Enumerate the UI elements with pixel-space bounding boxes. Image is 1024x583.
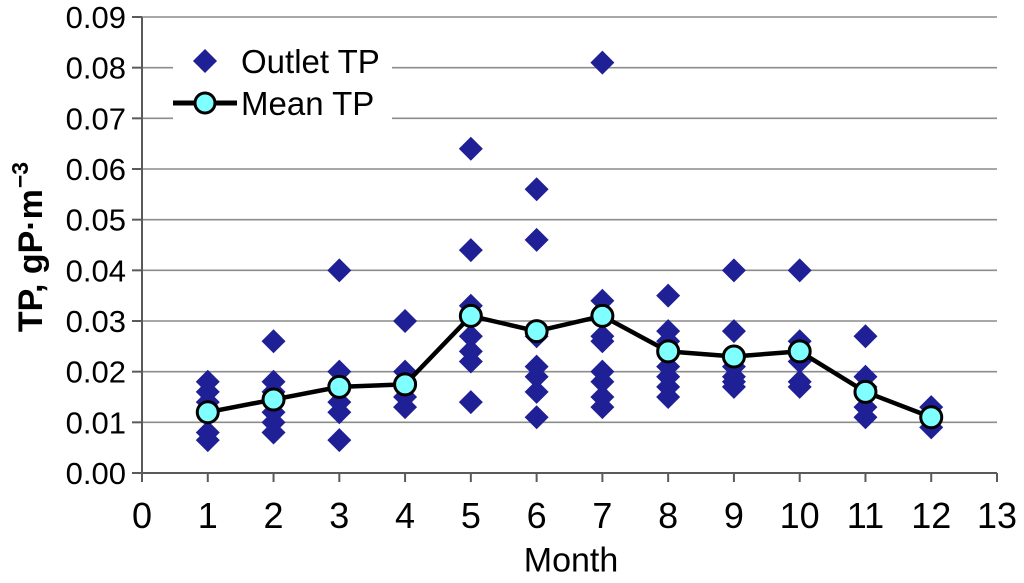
mean-tp-marker xyxy=(787,339,812,364)
outlet-tp-point xyxy=(590,329,615,354)
x-tick-label: 11 xyxy=(847,495,884,536)
mean-tp-marker xyxy=(458,303,483,328)
outlet-tp-point xyxy=(261,329,286,354)
outlet-tp-point xyxy=(261,420,286,445)
x-tick-label: 0 xyxy=(132,495,152,536)
outlet-tp-point xyxy=(721,374,746,399)
x-tick-label: 8 xyxy=(658,495,678,536)
outlet-tp-point xyxy=(524,379,549,404)
x-tick-label: 7 xyxy=(592,495,612,536)
outlet-tp-point xyxy=(656,385,681,409)
y-tick-label: 0.04 xyxy=(66,253,126,288)
outlet-tp-point xyxy=(787,374,812,399)
mean-tp-marker xyxy=(327,374,352,399)
legend: Outlet TP Mean TP xyxy=(173,40,392,124)
mean-tp-marker xyxy=(393,372,418,397)
y-tick-label: 0.00 xyxy=(66,456,126,491)
y-axis-title: TP, gP·m−3 xyxy=(6,161,51,333)
outlet-tp-point xyxy=(656,283,681,308)
outlet-tp-point xyxy=(458,136,483,161)
outlet-tp-point xyxy=(327,400,352,425)
outlet-tp-point xyxy=(393,395,418,420)
y-tick-label: 0.05 xyxy=(66,203,126,238)
y-tick-label: 0.07 xyxy=(66,101,126,136)
diamond-icon xyxy=(173,40,237,82)
x-tick-label: 13 xyxy=(977,495,1017,536)
y-tick-label: 0.01 xyxy=(66,405,126,440)
y-tick-label: 0.09 xyxy=(66,0,126,35)
mean-tp-marker xyxy=(261,387,286,412)
legend-item-mean-tp: Mean TP xyxy=(173,82,392,124)
x-tick-label: 6 xyxy=(527,495,547,536)
outlet-tp-point xyxy=(590,50,615,75)
legend-label-outlet-tp: Outlet TP xyxy=(241,42,380,80)
outlet-tp-point xyxy=(853,405,878,430)
x-tick-label: 2 xyxy=(264,495,284,536)
mean-tp-marker xyxy=(656,339,681,364)
mean-tp-marker xyxy=(524,319,549,344)
outlet-tp-point xyxy=(590,395,615,420)
outlet-tp-point xyxy=(195,428,220,453)
outlet-tp-point xyxy=(327,258,352,283)
y-axis-title-text: TP, gP·m xyxy=(12,189,51,333)
legend-item-outlet-tp: Outlet TP xyxy=(173,40,392,82)
outlet-tp-point xyxy=(721,258,746,283)
line-circle-icon xyxy=(173,82,237,124)
outlet-tp-point xyxy=(458,390,483,415)
x-tick-label: 9 xyxy=(724,495,744,536)
y-axis-title-exponent: −3 xyxy=(6,161,33,189)
x-tick-label: 12 xyxy=(911,495,951,536)
outlet-tp-point xyxy=(590,369,615,394)
outlet-tp-point xyxy=(524,177,549,202)
mean-tp-marker xyxy=(853,379,878,404)
mean-tp-marker xyxy=(590,303,615,328)
x-tick-label: 5 xyxy=(461,495,481,536)
legend-label-mean-tp: Mean TP xyxy=(241,84,375,122)
outlet-tp-point xyxy=(393,309,418,333)
x-axis-title: Month xyxy=(523,541,619,580)
mean-tp-marker xyxy=(195,400,220,425)
outlet-tp-point xyxy=(853,324,878,349)
outlet-tp-point xyxy=(458,324,483,349)
outlet-tp-point xyxy=(721,319,746,344)
mean-tp-line xyxy=(207,313,933,420)
outlet-tp-point xyxy=(524,405,549,430)
outlet-tp-point xyxy=(524,364,549,389)
y-tick-label: 0.03 xyxy=(66,304,126,339)
x-tick-label: 3 xyxy=(329,495,349,536)
x-tick-label: 1 xyxy=(198,495,218,536)
y-tick-label: 0.02 xyxy=(66,355,126,390)
outlet-tp-point xyxy=(327,428,352,453)
x-tick-label: 4 xyxy=(395,495,415,536)
mean-tp-marker xyxy=(721,344,746,369)
mean-tp-marker xyxy=(919,405,944,430)
x-tick-label: 10 xyxy=(780,495,820,536)
y-tick-label: 0.08 xyxy=(66,51,126,86)
outlet-tp-point xyxy=(458,349,483,374)
outlet-tp-point xyxy=(524,227,549,252)
outlet-tp-point xyxy=(458,238,483,263)
outlet-tp-point xyxy=(787,258,812,283)
y-tick-label: 0.06 xyxy=(66,152,126,187)
